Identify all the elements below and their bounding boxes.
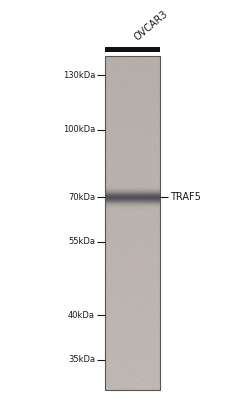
Text: TRAF5: TRAF5 — [169, 192, 200, 202]
Text: 70kDa: 70kDa — [68, 192, 94, 202]
Text: 100kDa: 100kDa — [62, 126, 94, 134]
Bar — [105, 47, 159, 52]
Text: 130kDa: 130kDa — [62, 70, 94, 80]
Text: 35kDa: 35kDa — [68, 356, 94, 364]
Text: 55kDa: 55kDa — [68, 238, 94, 246]
Text: OVCAR3: OVCAR3 — [132, 9, 169, 43]
Text: 40kDa: 40kDa — [68, 310, 94, 320]
Bar — [105, 56, 159, 390]
